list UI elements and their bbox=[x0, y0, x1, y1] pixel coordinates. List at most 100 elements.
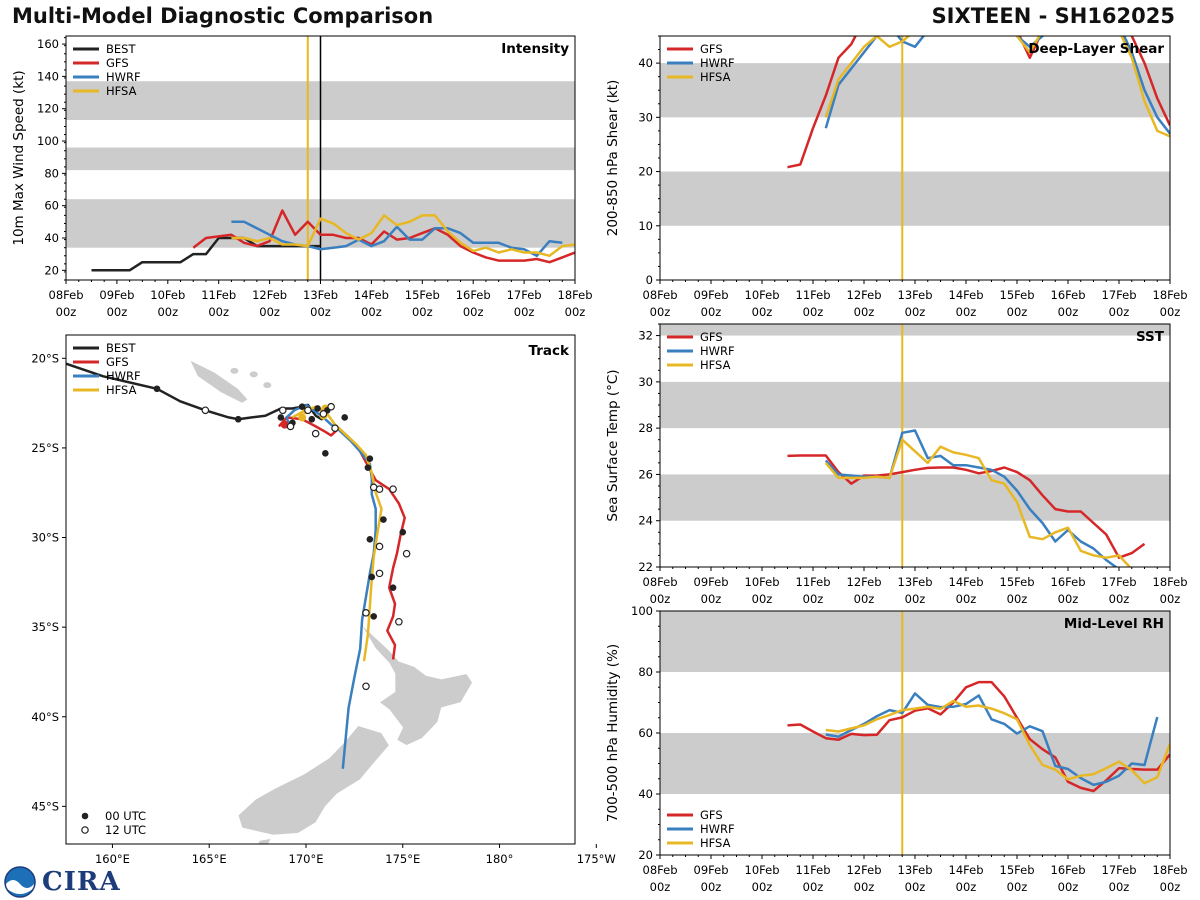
x-tick-label-rh: 00z bbox=[752, 880, 773, 894]
x-tick-label-sst: 10Feb bbox=[745, 575, 780, 589]
x-tick-label-rh: 00z bbox=[1007, 880, 1028, 894]
x-tick-label-rh: 14Feb bbox=[949, 863, 984, 877]
panel-rh: 20 40 60 80 100 08Feb 00z 09Feb 00z 10Feb 00z 11Feb… bbox=[605, 604, 1188, 894]
series-hfsa-sst bbox=[824, 438, 1132, 567]
panel-shear: 0 10 20 30 40 08Feb 00z 09Feb 00z 10Feb 00z 11Feb 00… bbox=[605, 35, 1188, 319]
panel-intensity: 20 40 60 80 100 120 140 160 08Feb 00z 09Feb 00z 10Fe… bbox=[11, 35, 593, 319]
track-marker-hfsa bbox=[298, 413, 307, 422]
band-sst bbox=[660, 474, 1170, 521]
legend-label-gfs: GFS bbox=[700, 330, 723, 344]
legend-label-hfsa: HFSA bbox=[106, 84, 137, 98]
legend-label-hfsa: HFSA bbox=[700, 358, 731, 372]
x-tick-label-intensity: 00z bbox=[514, 305, 535, 319]
y-tick-label-rh: 80 bbox=[638, 665, 653, 679]
legend-label-hfsa: HFSA bbox=[700, 836, 731, 850]
legend-label-hwrf: HWRF bbox=[700, 344, 735, 358]
track-marker-12utc bbox=[375, 485, 384, 493]
x-tick-label-shear: 00z bbox=[701, 305, 722, 319]
x-tick-label-sst: 14Feb bbox=[949, 575, 984, 589]
x-tick-label-shear: 00z bbox=[650, 305, 671, 319]
axes-frame-sst bbox=[659, 323, 1171, 568]
logo-text: CIRA bbox=[42, 867, 121, 897]
series-hwrf-rh bbox=[825, 692, 1159, 787]
panel-title-track: Track bbox=[529, 343, 570, 359]
x-tick-label-intensity: 08Feb bbox=[49, 288, 84, 302]
track-marker-00utc bbox=[366, 536, 374, 543]
track-marker-00utc bbox=[314, 405, 321, 412]
track-marker-00utc bbox=[234, 415, 242, 423]
x-tick-label-sst: 09Feb bbox=[694, 575, 729, 589]
x-tick-label-rh: 00z bbox=[905, 880, 926, 894]
legend-label-gfs: GFS bbox=[106, 56, 129, 70]
y-tick-label-rh: 60 bbox=[638, 726, 653, 740]
y-tick-label-intensity: 60 bbox=[44, 199, 59, 213]
y-tick-label-track: 20°S bbox=[31, 351, 59, 365]
track-marker-00utc bbox=[368, 573, 376, 581]
track-marker-12utc bbox=[375, 569, 384, 578]
y-tick-label-sst: 32 bbox=[638, 329, 653, 343]
noaa-emblem-icon bbox=[4, 866, 36, 898]
x-tick-label-sst: 00z bbox=[1109, 592, 1130, 606]
legend-label-hwrf: HWRF bbox=[106, 70, 141, 84]
x-tick-label-rh: 12Feb bbox=[847, 863, 882, 877]
track-marker-12utc bbox=[201, 406, 210, 415]
x-tick-label-intensity: 00z bbox=[463, 305, 484, 319]
legend-label-gfs: GFS bbox=[106, 355, 129, 369]
legend-label-12utc: 12 UTC bbox=[105, 823, 146, 837]
x-tick-label-rh: 00z bbox=[803, 880, 824, 894]
x-tick-label-shear: 09Feb bbox=[694, 288, 729, 302]
track-gfs bbox=[277, 416, 406, 660]
x-tick-label-rh: 00z bbox=[854, 880, 875, 894]
y-tick-label-track: 40°S bbox=[31, 710, 59, 724]
series-gfs-intensity bbox=[192, 209, 575, 264]
x-tick-label-shear: 16Feb bbox=[1051, 288, 1086, 302]
cira-logo: CIRA bbox=[4, 866, 121, 898]
x-tick-label-sst: 08Feb bbox=[643, 575, 678, 589]
x-tick-label-intensity: 00z bbox=[565, 305, 586, 319]
y-tick-label-shear: 10 bbox=[638, 219, 653, 233]
x-tick-label-shear: 00z bbox=[1109, 305, 1130, 319]
track-marker-12utc bbox=[375, 542, 384, 551]
x-tick-label-rh: 13Feb bbox=[898, 863, 933, 877]
y-axis-label-rh: 700-500 hPa Humidity (%) bbox=[605, 644, 621, 822]
legend-label-gfs: GFS bbox=[700, 42, 723, 56]
x-tick-label-intensity: 09Feb bbox=[99, 288, 134, 302]
x-tick-label-intensity: 14Feb bbox=[354, 288, 389, 302]
x-tick-label-sst: 00z bbox=[1160, 592, 1181, 606]
x-tick-label-shear: 00z bbox=[752, 305, 773, 319]
band-rh bbox=[660, 611, 1170, 672]
x-tick-label-intensity: 00z bbox=[56, 305, 77, 319]
y-tick-label-intensity: 80 bbox=[44, 166, 59, 180]
x-tick-label-sst: 18Feb bbox=[1153, 575, 1188, 589]
x-tick-label-track: 175°W bbox=[577, 852, 616, 866]
x-tick-label-intensity: 15Feb bbox=[405, 288, 440, 302]
y-tick-label-track: 30°S bbox=[31, 531, 59, 545]
y-tick-label-rh: 100 bbox=[631, 604, 653, 618]
band-rh bbox=[660, 733, 1170, 794]
legend-label-gfs: GFS bbox=[700, 808, 723, 822]
y-tick-label-rh: 20 bbox=[638, 848, 653, 862]
panel-track: 160°E 165°E 170°E 175°E 180° 175°W 20°S 25°S 30°… bbox=[31, 334, 616, 866]
y-tick-label-intensity: 120 bbox=[37, 102, 59, 116]
legend-marker-00utc bbox=[81, 812, 89, 820]
y-tick-label-sst: 26 bbox=[638, 467, 653, 481]
x-tick-label-shear: 00z bbox=[854, 305, 875, 319]
x-tick-label-intensity: 16Feb bbox=[456, 288, 491, 302]
band-shear bbox=[660, 171, 1170, 226]
y-tick-label-shear: 30 bbox=[638, 110, 653, 124]
x-tick-label-sst: 15Feb bbox=[1000, 575, 1035, 589]
track-marker-00utc bbox=[370, 613, 378, 620]
y-tick-label-rh: 40 bbox=[638, 787, 653, 801]
series-hfsa-intensity bbox=[231, 214, 575, 258]
legend-marker-12utc bbox=[81, 826, 89, 834]
series-best-intensity bbox=[91, 236, 321, 272]
x-tick-label-intensity: 17Feb bbox=[507, 288, 542, 302]
x-tick-label-rh: 18Feb bbox=[1153, 863, 1188, 877]
x-tick-label-shear: 13Feb bbox=[898, 288, 933, 302]
y-axis-label-sst: Sea Surface Temp (°C) bbox=[605, 369, 621, 521]
land-south-island bbox=[237, 725, 390, 836]
series-gfs-sst bbox=[787, 454, 1146, 559]
plot-area-shear bbox=[660, 36, 1170, 280]
track-marker-00utc bbox=[153, 385, 161, 393]
track-marker-12utc bbox=[362, 682, 370, 691]
